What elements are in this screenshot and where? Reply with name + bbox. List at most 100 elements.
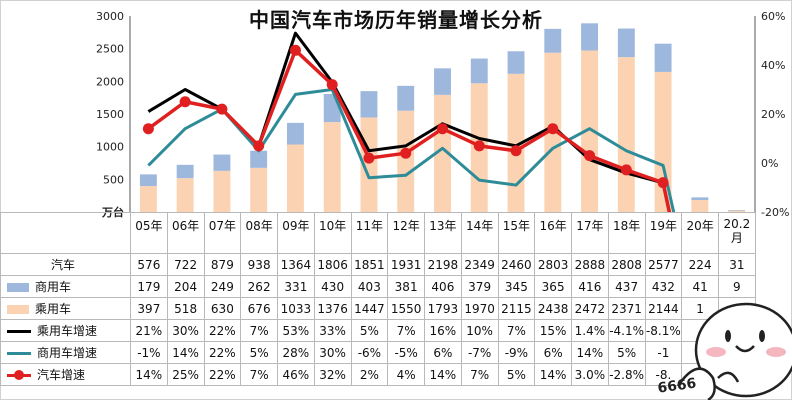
total-growth-marker [179,96,191,108]
bar-commercial [728,209,746,211]
bar-commercial [691,197,709,201]
table-cell: 14% [130,363,168,386]
table-cell: 676 [240,297,278,320]
table-cell: 1851 [350,253,389,276]
table-cell: 5% [607,341,646,364]
table-cell: 30% [166,319,205,342]
table-cell: 224 [681,253,719,276]
x-tick-label: 13年 [424,212,462,254]
table-cell: -4.1% [607,319,646,342]
total-growth-marker [400,147,412,159]
bar-commercial [286,122,304,145]
table-cell: 2% [350,363,389,386]
chart-title: 中国汽车市场历年销量增长分析 [249,8,543,32]
x-tick-label: 15年 [497,212,536,254]
table-cell: 4% [387,363,425,386]
table-cell: 2888 [571,253,609,276]
legend-swatch [7,305,29,314]
table-cell: 7% [497,319,536,342]
bar-passenger [176,178,194,212]
table-cell: 2808 [607,253,646,276]
legend-entry: 乘用车增速 [0,319,131,342]
table-cell: 14% [166,341,205,364]
y-left-tick-label: 3000 [96,10,124,23]
legend-entry: 汽车增速 [0,363,131,386]
table-cell: 30% [313,341,352,364]
cartoon-face-sticker: 6666 [658,302,792,400]
y-right-tick-label: -20% [761,206,789,219]
bar-passenger [507,73,525,212]
table-cell: 2438 [534,297,572,320]
legend-label: 乘用车增速 [37,324,98,338]
table-cell: 32% [313,363,352,386]
x-tick-label: 08年 [240,212,278,254]
bar-commercial [250,150,268,168]
table-cell: 5% [240,341,278,364]
table-cell: 397 [130,297,168,320]
bar-commercial [434,68,451,95]
table-cell: 15% [534,319,572,342]
table-cell: 2803 [534,253,572,276]
table-cell: 21% [130,319,168,342]
table-cell: 14% [571,341,609,364]
table-cell: 249 [203,275,242,298]
x-tick-label: 17年 [571,212,609,254]
table-cell: 262 [240,275,278,298]
table-cell: 5% [350,319,389,342]
legend-label: 商用车增速 [37,346,98,360]
table-cell: 331 [277,275,315,298]
legend-entry: 乘用车 [0,297,131,320]
bar-commercial [544,28,562,53]
table-cell: 381 [387,275,425,298]
table-cell: 25% [166,363,205,386]
x-tick-label: 19年 [644,212,683,254]
y-left-tick-label: 1500 [96,108,124,121]
table-cell: 437 [607,275,646,298]
table-cell: 2349 [460,253,499,276]
total-growth-marker [620,164,632,176]
table-cell: 518 [166,297,205,320]
table-cell: 7% [387,319,425,342]
table-cell: 722 [166,253,205,276]
bar-passenger [323,122,341,212]
total-growth-marker [216,103,228,115]
table-cell: 6% [424,341,462,364]
table-cell: 345 [497,275,536,298]
table-cell: 14% [534,363,572,386]
table-row: 汽车 576 722 879 938 1364 1806 1851 1931 2198 2349 24… [0,253,756,276]
total-growth-marker [584,150,596,162]
total-growth-marker [547,123,559,135]
y-right-tick-label: 40% [761,59,785,72]
x-tick-label: 18年 [607,212,646,254]
table-cell: 2371 [607,297,646,320]
table-cell: 430 [313,275,352,298]
table-cell: 22% [203,319,242,342]
legend-label: 汽车 [51,258,76,272]
table-cell: 16% [424,319,462,342]
total-growth-marker [326,79,338,91]
line-passenger-growth [147,88,676,212]
x-tick-label: 12年 [387,212,425,254]
bar-passenger [286,144,304,212]
legend-swatch [7,370,31,380]
table-cell: 2577 [644,253,683,276]
table-cell: 204 [166,275,205,298]
table-cell: 179 [130,275,168,298]
table-cell: 403 [350,275,389,298]
table-corner [0,212,131,254]
table-cell: 2115 [497,297,536,320]
x-tick-label: 20年 [681,212,719,254]
table-cell: 10% [460,319,499,342]
table-row: 乘用车 397 518 630 676 1033 1376 1447 1550 1793 1970 2… [0,297,756,320]
table-row: 商用车增速 -1% 14% 22% 5% 28% 30% -6% -5% 6% -7% -9% 6% 14… [0,341,756,364]
y-right-tick-label: 20% [761,108,785,121]
table-cell: 28% [277,341,315,364]
x-tick-label: 20.2月 [718,212,756,254]
table-cell: 1364 [277,253,315,276]
table-cell: 1970 [460,297,499,320]
table-cell: -6% [350,341,389,364]
bar-commercial [654,43,672,72]
table-cell: 630 [203,297,242,320]
table-cell: 7% [460,363,499,386]
table-row: 汽车增速 14% 25% 22% 7% 46% 32% 2% 4% 14% 7% 5% 14% 3.0% -… [0,363,756,386]
